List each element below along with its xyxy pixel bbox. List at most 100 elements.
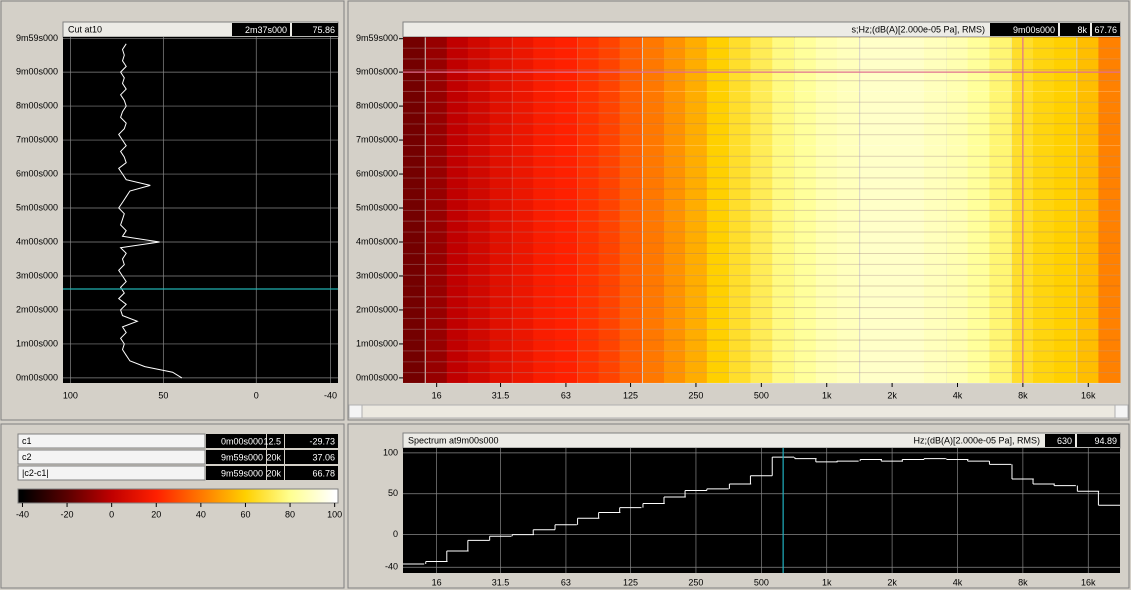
readout-value: 9m59s000: [221, 468, 263, 478]
x-tick-label: 2k: [887, 577, 897, 587]
x-tick-label: 500: [754, 390, 769, 400]
texture-streak: [403, 58, 1120, 60]
heat-column: [598, 37, 621, 383]
texture-streak: [403, 253, 1120, 255]
texture-streak: [403, 296, 1120, 298]
texture-streak: [403, 317, 1120, 319]
y-tick-label: 4m00s000: [16, 236, 58, 246]
texture-streak: [403, 69, 1120, 71]
readout-value: 2m37s000: [245, 25, 287, 35]
texture-streak: [403, 372, 1120, 373]
level-line: [117, 43, 183, 379]
colorbar-tick-label: -40: [16, 509, 29, 519]
y-tick-label: 5m00s000: [356, 202, 398, 212]
texture-streak: [403, 166, 1120, 168]
texture-streak: [403, 123, 1120, 125]
cursor-label: |c2-c1|: [22, 468, 49, 478]
heat-column: [489, 37, 512, 383]
y-tick-label: 50: [388, 488, 398, 498]
readout-box: [292, 23, 338, 36]
readout-value: 0m00s000: [221, 436, 263, 446]
texture-streak: [403, 188, 1120, 190]
texture-streak: [403, 101, 1120, 103]
texture-streak: [403, 372, 1120, 374]
texture-streak: [403, 231, 1120, 233]
readout-value: 9m59s000: [221, 452, 263, 462]
texture-streak: [403, 134, 1120, 136]
x-tick-label: -40: [324, 390, 337, 400]
readout-box: [1092, 23, 1120, 36]
texture-streak: [403, 361, 1120, 363]
texture-streak: [403, 58, 1120, 60]
y-tick-label: 9m59s000: [356, 33, 398, 43]
texture-streak: [403, 199, 1120, 201]
texture-streak: [403, 318, 1120, 319]
x-tick-label: 125: [623, 390, 638, 400]
texture-streak: [403, 372, 1120, 374]
texture-streak: [403, 231, 1120, 233]
texture-streak: [403, 177, 1120, 179]
texture-streak: [403, 155, 1120, 157]
panel-title: Spectrum at9m00s000: [408, 435, 499, 445]
heat-column: [512, 37, 535, 383]
texture-streak: [403, 274, 1120, 276]
y-tick-label: 6m00s000: [356, 168, 398, 178]
readout-box: [1077, 434, 1120, 447]
readout-value: 66.78: [312, 468, 335, 478]
x-tick-label: 2k: [887, 390, 897, 400]
heat-column: [425, 37, 449, 383]
colorbar-tick-label: 0: [109, 509, 114, 519]
readout-box: [267, 450, 284, 464]
y-tick-label: 100: [383, 447, 398, 457]
texture-streak: [403, 220, 1120, 222]
y-tick-label: 0m00s000: [16, 372, 58, 382]
y-tick-label: -40: [385, 562, 398, 572]
heat-column: [815, 37, 839, 383]
heat-column: [729, 37, 752, 383]
heat-column: [946, 37, 969, 383]
texture-streak: [403, 263, 1120, 265]
x-tick-label: 1k: [822, 577, 832, 587]
panel-title: Cut at10: [68, 24, 102, 34]
x-tick-label: 500: [754, 577, 769, 587]
x-tick-label: 50: [158, 390, 168, 400]
readout-value: 75.86: [312, 25, 335, 35]
texture-streak: [403, 90, 1120, 92]
cursor-label-box: [17, 433, 206, 449]
texture-streak: [403, 307, 1120, 309]
x-tick-label: 4k: [953, 577, 963, 587]
cursor-label-box: [17, 449, 206, 465]
colorbar-tick-label: 20: [151, 509, 161, 519]
x-tick-label: 16: [432, 390, 442, 400]
readout-box: [267, 434, 284, 448]
y-tick-label: 7m00s000: [16, 134, 58, 144]
heat-column: [924, 37, 947, 383]
scroll-left[interactable]: [348, 404, 363, 419]
readout-value: 37.06: [312, 452, 335, 462]
heat-column: [772, 37, 795, 383]
heat-column: [1098, 37, 1121, 383]
x-tick-label: 100: [63, 390, 78, 400]
x-tick-label: 0: [254, 390, 259, 400]
y-tick-label: 1m00s000: [356, 338, 398, 348]
readout-value: 9m00s000: [1013, 25, 1055, 35]
texture-streak: [403, 123, 1120, 125]
texture-streak: [403, 220, 1120, 222]
readout-box: [285, 450, 338, 464]
texture-streak: [403, 285, 1120, 287]
y-tick-label: 8m00s000: [356, 100, 398, 110]
texture-streak: [403, 328, 1120, 330]
scroll-right[interactable]: [1114, 404, 1129, 419]
texture-streak: [403, 134, 1120, 136]
texture-streak: [403, 209, 1120, 211]
texture-streak: [403, 361, 1120, 363]
heat-column: [1033, 37, 1056, 383]
x-tick-label: 125: [623, 577, 638, 587]
readout-value: 67.76: [1094, 25, 1117, 35]
texture-streak: [403, 155, 1120, 157]
heat-column: [706, 37, 730, 383]
heat-column: [619, 37, 642, 383]
texture-streak: [403, 177, 1120, 179]
readout-value: 94.89: [1094, 436, 1117, 446]
scrollbar[interactable]: [348, 404, 1129, 419]
